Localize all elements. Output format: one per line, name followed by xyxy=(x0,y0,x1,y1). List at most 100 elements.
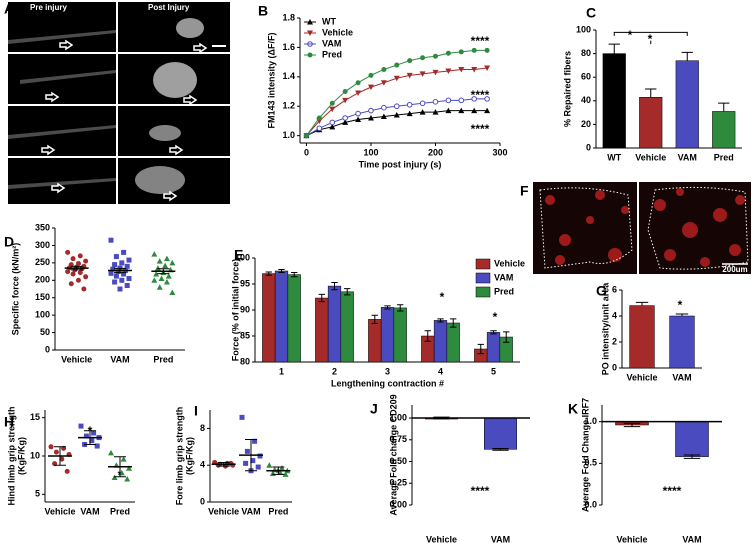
x-tick-label: Vehicle xyxy=(208,506,239,516)
point xyxy=(77,253,83,259)
bar xyxy=(368,319,382,363)
y-tick-label: 80 xyxy=(240,356,250,366)
panel-label: C xyxy=(586,5,596,21)
point xyxy=(282,471,289,477)
y-tick-label: 50 xyxy=(40,327,50,337)
annotation: * xyxy=(678,298,683,312)
point xyxy=(367,115,374,121)
y-tick-label: 95 xyxy=(240,278,250,288)
point xyxy=(48,444,54,450)
fiber-signal xyxy=(8,18,204,194)
point xyxy=(215,462,221,468)
point xyxy=(406,110,413,117)
error-bar xyxy=(54,446,66,466)
error-bar xyxy=(157,268,170,275)
point xyxy=(419,109,426,115)
micrograph xyxy=(8,106,116,156)
point xyxy=(239,414,245,420)
x-tick-label: VAM xyxy=(80,506,99,516)
point xyxy=(169,289,176,295)
point xyxy=(257,453,263,459)
bar xyxy=(446,322,460,363)
x-tick-label: WT xyxy=(607,152,621,162)
point xyxy=(342,119,349,125)
point xyxy=(406,72,413,79)
point xyxy=(432,109,439,115)
error-bar xyxy=(477,343,484,355)
point xyxy=(121,271,127,277)
point xyxy=(124,283,130,289)
bar xyxy=(712,111,736,149)
y-tick-label: 0.0 xyxy=(584,499,597,509)
x-tick-label: 5 xyxy=(491,366,496,376)
x-tick-label: 200 xyxy=(428,147,443,157)
x-tick-label: Vehicle xyxy=(616,534,647,544)
y-tick-label: 4 xyxy=(612,310,617,320)
y-tick-label: 0 xyxy=(586,142,591,152)
point xyxy=(342,115,348,121)
x-tick-label: Vehicle xyxy=(61,354,92,364)
point xyxy=(445,68,452,74)
point xyxy=(120,456,127,462)
panel-label: B xyxy=(258,3,268,19)
y-tick-label: 300 xyxy=(35,240,50,250)
point xyxy=(278,464,285,471)
y-tick-label: 80 xyxy=(581,48,591,58)
point xyxy=(355,116,362,122)
micrograph xyxy=(8,158,116,204)
scale-label: 200um xyxy=(722,265,747,274)
y-axis-label: Force (% of initial force) xyxy=(230,259,240,362)
point xyxy=(119,277,125,283)
point xyxy=(112,262,118,268)
point xyxy=(65,269,71,275)
point xyxy=(64,468,70,474)
error-bar xyxy=(450,318,457,328)
y-tick-label: 350 xyxy=(35,222,50,232)
y-tick-label: 0 xyxy=(612,362,617,372)
point xyxy=(83,433,89,439)
annotation: **** xyxy=(471,34,490,48)
point xyxy=(458,107,465,114)
bar xyxy=(602,53,626,149)
point xyxy=(124,263,130,269)
y-axis-label: % Repaired fibers xyxy=(562,51,572,127)
annotation: **** xyxy=(471,484,490,498)
error-bar xyxy=(70,265,83,271)
point xyxy=(163,255,170,262)
legend-label: VAM xyxy=(494,272,513,282)
outline xyxy=(539,187,633,269)
point xyxy=(329,119,336,126)
y-tick-label: 1.4 xyxy=(282,71,295,81)
point xyxy=(156,258,163,264)
point xyxy=(111,474,118,480)
point xyxy=(70,271,76,277)
y-tick-label: 250 xyxy=(35,257,50,267)
annotation: **** xyxy=(471,122,490,136)
error-bar xyxy=(278,268,285,274)
legend-label: WT xyxy=(322,16,336,26)
point xyxy=(342,97,349,104)
panel-label: J xyxy=(370,401,378,417)
y-tick-label: 2 xyxy=(612,336,617,346)
x-tick-label: 4 xyxy=(438,366,443,376)
x-tick-label: Vehicle xyxy=(635,152,666,162)
y-axis-label: PO intensity/unit area xyxy=(600,282,610,376)
error-bar xyxy=(318,293,325,303)
point xyxy=(108,237,114,243)
bar xyxy=(340,291,354,363)
point xyxy=(381,66,387,72)
y-tick-label: 0 xyxy=(45,344,50,354)
point xyxy=(228,460,234,466)
y-axis-unit: (KgF/Kg) xyxy=(16,437,26,475)
bar xyxy=(484,417,517,450)
point xyxy=(244,448,250,454)
point xyxy=(368,72,374,78)
point xyxy=(329,123,336,130)
point xyxy=(59,456,65,462)
y-tick-label: 1.8 xyxy=(282,12,295,22)
point xyxy=(252,438,258,444)
point xyxy=(113,254,119,260)
point xyxy=(153,271,160,277)
point xyxy=(154,265,161,271)
